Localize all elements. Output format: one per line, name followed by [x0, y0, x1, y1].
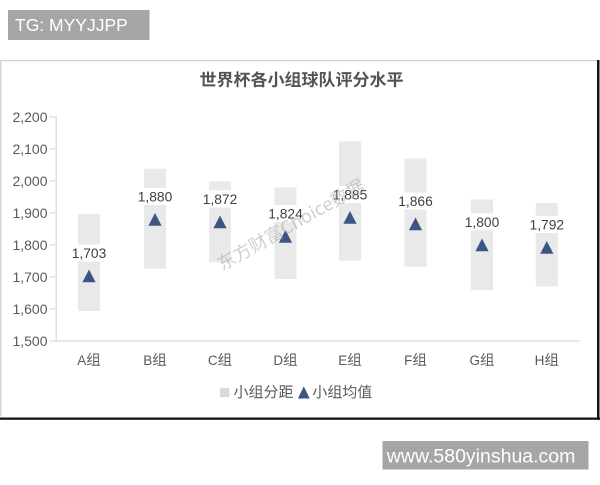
svg-text:1,703: 1,703	[72, 246, 107, 261]
svg-text:TG: MYYJJPP: TG: MYYJJPP	[15, 15, 128, 35]
svg-text:B: B	[143, 353, 152, 368]
svg-text:1,800: 1,800	[12, 237, 47, 253]
svg-text:1,900: 1,900	[12, 205, 47, 221]
svg-text:C: C	[208, 353, 218, 368]
svg-text:2,000: 2,000	[12, 173, 47, 189]
svg-text:2,100: 2,100	[12, 141, 47, 157]
svg-text:1,880: 1,880	[138, 189, 173, 204]
svg-text:1,824: 1,824	[268, 206, 303, 221]
svg-text:H: H	[535, 353, 545, 368]
svg-text:1,600: 1,600	[12, 301, 47, 317]
svg-text:1,792: 1,792	[530, 217, 565, 232]
svg-text:1,500: 1,500	[12, 333, 47, 349]
svg-text:1,800: 1,800	[465, 215, 500, 230]
svg-text:D: D	[273, 353, 283, 368]
svg-text:E: E	[338, 353, 347, 368]
svg-text:1,872: 1,872	[203, 192, 238, 207]
svg-text:www.580yinshua.com: www.580yinshua.com	[386, 445, 576, 467]
svg-text:F: F	[404, 353, 412, 368]
svg-text:1,866: 1,866	[398, 194, 433, 209]
svg-text:1,700: 1,700	[12, 269, 47, 285]
svg-text:A: A	[77, 353, 86, 368]
svg-text:2,200: 2,200	[12, 109, 47, 125]
svg-text:G: G	[470, 353, 481, 368]
